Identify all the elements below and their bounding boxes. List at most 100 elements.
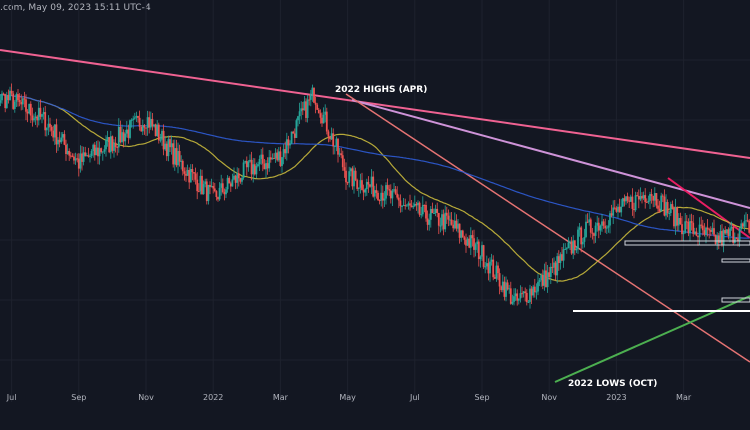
candle-body <box>130 119 133 121</box>
candle-body <box>129 120 131 138</box>
candle-body <box>266 163 269 169</box>
candle-body <box>161 130 163 140</box>
candle-body <box>708 229 711 231</box>
candle-body <box>634 195 637 211</box>
candle-body <box>141 125 144 132</box>
candle-body <box>167 139 170 157</box>
x-axis-band <box>0 402 750 430</box>
candle-body <box>218 187 221 200</box>
candle-body <box>298 111 301 117</box>
candle-body <box>591 232 594 234</box>
candle-body <box>204 181 207 185</box>
candle-body <box>290 131 293 144</box>
candle-body <box>367 181 370 185</box>
candle-body <box>61 134 64 138</box>
candle-body <box>341 155 344 168</box>
candle-body <box>525 292 528 303</box>
candle-body <box>327 131 330 137</box>
candle-body <box>181 160 184 172</box>
candle-body <box>711 228 714 232</box>
candle-body <box>58 139 61 143</box>
candle-body <box>223 192 226 195</box>
candle-body <box>725 229 728 234</box>
candle-body <box>649 194 651 201</box>
candle-body <box>146 117 149 128</box>
candle-body <box>407 203 410 206</box>
candle-body <box>31 115 34 121</box>
candle-body <box>321 117 323 124</box>
candle-body <box>153 124 155 127</box>
candle-body <box>172 143 175 165</box>
candle-body <box>362 189 365 193</box>
candle-body <box>292 131 295 134</box>
candle-body <box>565 248 568 250</box>
candle-body <box>95 147 98 156</box>
candle-body <box>268 157 271 169</box>
candle-body <box>351 168 354 187</box>
candle-body <box>333 145 336 147</box>
candle-body <box>281 157 283 166</box>
candle-body <box>402 205 405 207</box>
candle-body <box>84 152 87 157</box>
candle-body <box>621 198 624 207</box>
candle-body <box>23 98 26 100</box>
candle-body <box>101 151 104 153</box>
candle-body <box>567 242 570 249</box>
candle-body <box>245 160 248 168</box>
candle-body <box>412 206 415 208</box>
candle-body <box>537 281 539 292</box>
candle-body <box>90 151 93 156</box>
candle-body <box>586 221 589 223</box>
trendline-support <box>554 295 750 383</box>
annotations-layer: 2022 HIGHS (APR) 2022 LOWS (OCT) <box>335 85 657 389</box>
candle-body <box>500 286 503 291</box>
candle-body <box>98 148 101 157</box>
candle-body <box>28 103 31 114</box>
candle-body <box>746 220 749 222</box>
candle-body <box>231 179 234 187</box>
candle-body <box>199 175 202 192</box>
candle-body <box>2 93 5 95</box>
candle-body <box>730 227 733 229</box>
candle-body <box>63 134 66 145</box>
candle-body <box>65 144 67 155</box>
candle-body <box>79 153 82 169</box>
candle-body <box>431 208 434 214</box>
trendline-downtrend <box>345 93 750 363</box>
candle-body <box>316 104 319 110</box>
candle-body <box>255 166 258 175</box>
x-axis-tick-label: Jul <box>6 393 17 402</box>
candle-body <box>207 184 210 202</box>
candle-body <box>311 87 314 95</box>
candle-body <box>39 107 42 117</box>
candle-body <box>661 195 664 197</box>
candle-body <box>618 206 621 213</box>
candle-body <box>545 270 547 288</box>
candle-body <box>588 219 591 223</box>
candle-body <box>250 159 253 175</box>
candle-body <box>325 111 328 132</box>
candle-body <box>602 221 605 226</box>
candle-body <box>669 204 672 214</box>
candle-body <box>372 176 375 197</box>
candle-body <box>485 263 488 267</box>
candle-body <box>700 224 703 226</box>
candle-body <box>650 194 653 196</box>
candle-body <box>81 153 83 162</box>
candle-body <box>119 126 122 143</box>
candle-body <box>687 222 690 234</box>
candle-body <box>551 266 554 268</box>
candle-body <box>386 185 389 190</box>
candle-body <box>4 94 7 109</box>
candle-body <box>489 261 491 274</box>
candle-body <box>421 204 424 215</box>
candle-body <box>556 256 559 276</box>
candle-body <box>717 235 720 244</box>
candle-body <box>477 241 480 260</box>
candle-body <box>0 100 2 103</box>
candle-body <box>641 196 643 199</box>
candle-body <box>474 244 477 250</box>
candle-body <box>221 183 224 193</box>
candle-body <box>173 148 176 165</box>
